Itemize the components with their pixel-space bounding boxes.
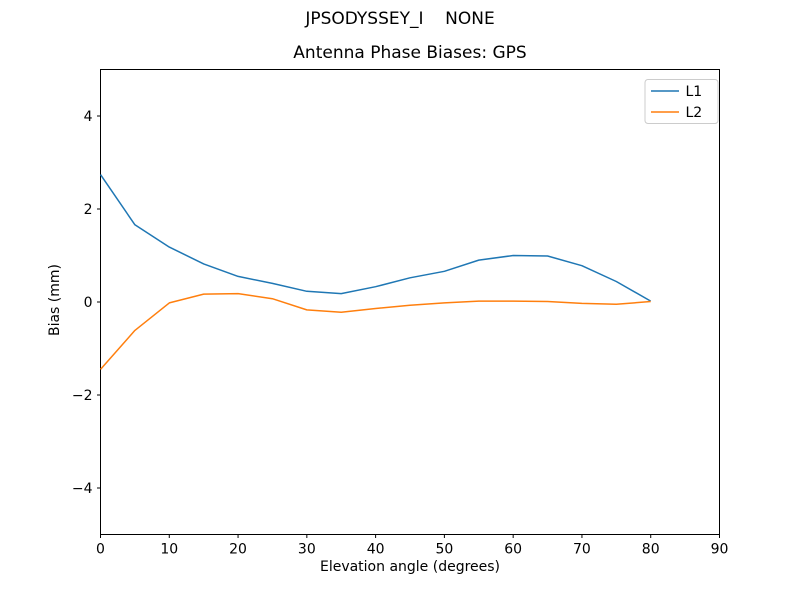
x-tick-label: 40 — [367, 542, 385, 558]
x-tick-label: 70 — [573, 542, 591, 558]
x-tick-label: 10 — [160, 542, 178, 558]
x-tick-label: 50 — [435, 542, 453, 558]
y-tick-label: −4 — [72, 481, 93, 497]
y-axis-label: Bias (mm) — [47, 263, 63, 337]
series-line-l2 — [99, 292, 651, 370]
x-tick-label: 80 — [642, 542, 660, 558]
y-tick-label: 0 — [84, 295, 93, 311]
figure-suptitle: JPSODYSSEY_I NONE — [305, 9, 495, 29]
chart-title: Antenna Phase Biases: GPS — [293, 43, 527, 63]
legend-box — [644, 79, 719, 124]
x-tick-label: 30 — [298, 542, 316, 558]
series-line-l1 — [99, 174, 652, 302]
legend-label-l2: L2 — [686, 105, 703, 121]
legend-label-l1: L1 — [686, 84, 703, 100]
x-axis-label: Elevation angle (degrees) — [319, 559, 501, 575]
y-tick-label: 4 — [84, 109, 93, 125]
x-tick-label: 20 — [229, 542, 247, 558]
x-tick-label: 90 — [711, 542, 729, 558]
x-tick-label: 60 — [504, 542, 522, 558]
y-tick-label: 2 — [84, 202, 93, 218]
x-tick-label: 0 — [96, 542, 105, 558]
y-tick-label: −2 — [72, 388, 93, 404]
plot-frame — [100, 69, 720, 535]
